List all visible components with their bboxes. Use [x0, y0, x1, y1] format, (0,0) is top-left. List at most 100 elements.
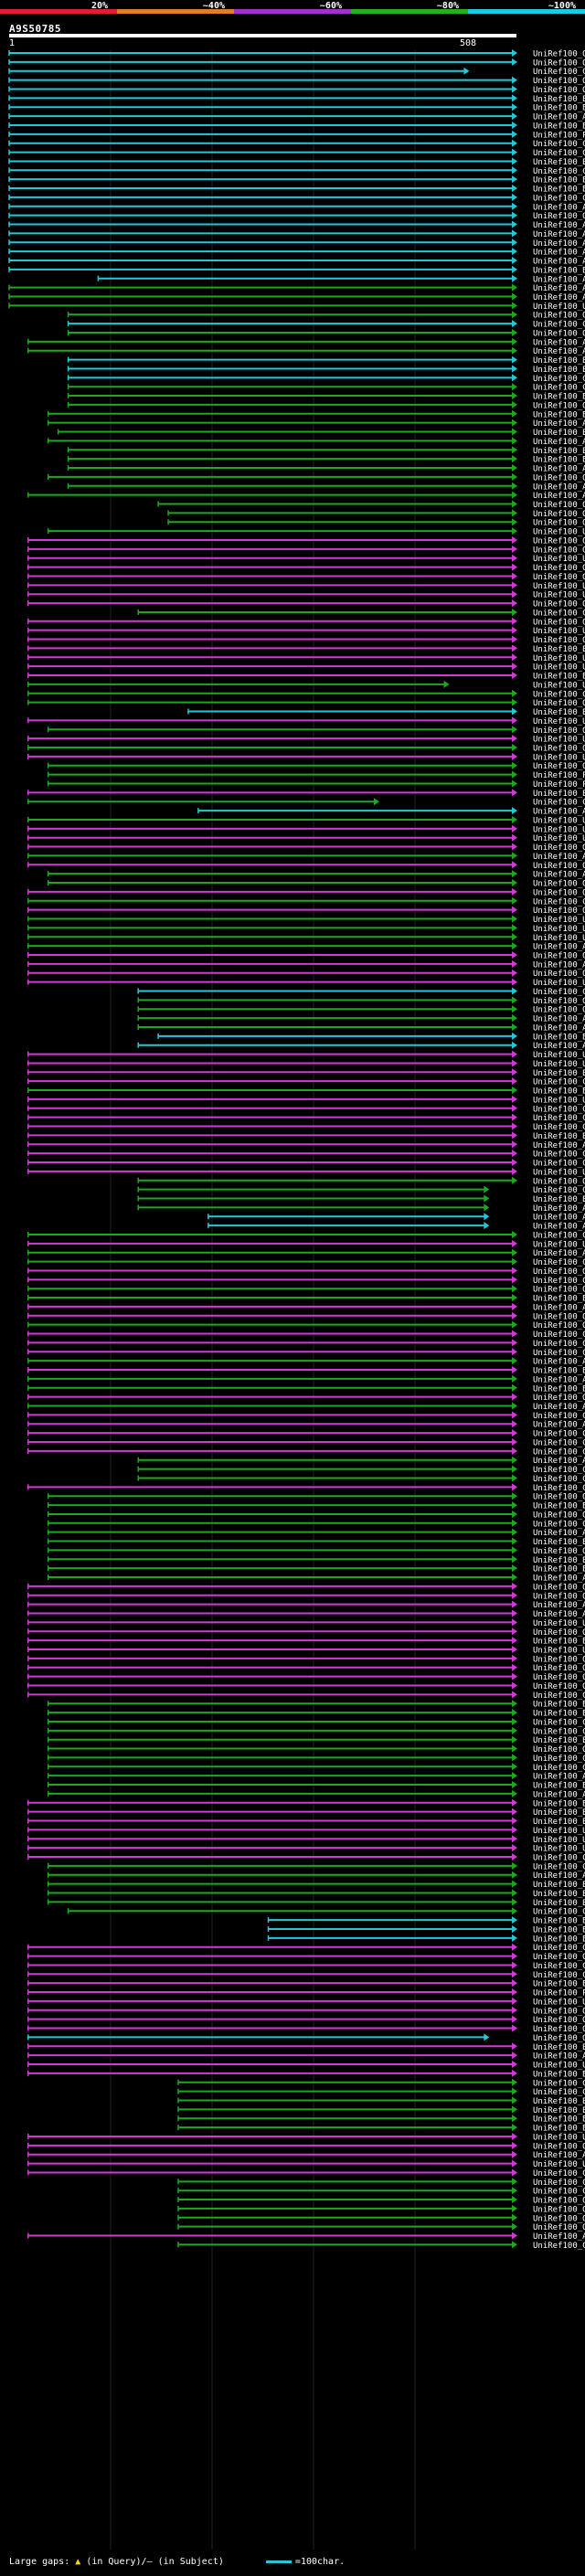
hit-label[interactable]: UniRef100_Q4KT12 [533, 536, 585, 546]
hit-label[interactable]: UniRef100_B3P527 [533, 1538, 585, 1547]
hit-label[interactable]: UniRef100_Q5KU23 [533, 501, 585, 510]
hit-label[interactable]: UniRef100_A8X0P0 [533, 1023, 585, 1033]
hit-label[interactable]: UniRef100_C4Q7K0 [533, 2178, 585, 2188]
hit-label[interactable]: UniRef100_Q567N5 [533, 1394, 585, 1403]
hit-label[interactable]: UniRef100_B7FUY3 [533, 1033, 585, 1042]
hit-label[interactable]: UniRef100_B4GZC4 [533, 1980, 585, 1989]
hit-label[interactable]: UniRef100_C8CLL1 [533, 1438, 585, 1447]
hit-label[interactable]: UniRef100_B2W527 [533, 1295, 585, 1304]
hit-label[interactable]: UniRef100_C4QHE9 [533, 1962, 585, 1971]
hit-label[interactable]: UniRef100_B3RMU2 [533, 447, 585, 456]
hit-label[interactable]: UniRef100_C4R0Y3 [533, 2169, 585, 2178]
hit-label[interactable]: UniRef100_C6TL18 [533, 140, 585, 149]
hit-label[interactable]: UniRef100_B8CBR7 [533, 708, 585, 717]
hit-label[interactable]: UniRef100_Q8TBK5 [533, 618, 585, 627]
hit-label[interactable]: UniRef100_UP1000.. [533, 753, 585, 762]
hit-label[interactable]: UniRef100_C4N1A4 [533, 1971, 585, 1980]
hit-label[interactable]: UniRef100_B0LVP5 [533, 1808, 585, 1818]
hit-label[interactable]: UniRef100_B2AM93 [533, 1367, 585, 1376]
hit-label[interactable]: UniRef100_A8E669 [533, 1601, 585, 1610]
hit-label[interactable]: UniRef100_P47911 [533, 771, 585, 780]
hit-label[interactable]: UniRef100_UP1000.. [533, 1845, 585, 1854]
hit-label[interactable]: UniRef100_B7R160 [533, 1087, 585, 1097]
hit-label[interactable]: UniRef100_Q8U6E7 [533, 744, 585, 753]
hit-label[interactable]: UniRef100_UP1000.. [533, 663, 585, 673]
hit-label[interactable]: UniRef100_A6RWN6 [533, 1610, 585, 1619]
hit-label[interactable]: UniRef100_A0DPT2 [533, 1214, 585, 1223]
hit-label[interactable]: UniRef100_A1DZW6 [533, 1574, 585, 1584]
hit-label[interactable]: UniRef100_Q6FXH8 [533, 726, 585, 736]
hit-label[interactable]: UniRef100_A8MP90 [533, 419, 585, 429]
hit-label[interactable]: UniRef100_C8CLL4 [533, 1340, 585, 1349]
hit-label[interactable]: UniRef100_C1MV10 [533, 897, 585, 906]
hit-label[interactable]: UniRef100_A6C0W2 [533, 1871, 585, 1881]
hit-label[interactable]: UniRef100_Q7YU93 [533, 1745, 585, 1754]
hit-label[interactable]: UniRef100_B5W792 [533, 1132, 585, 1141]
hit-label[interactable]: UniRef100_A6ZG36 [533, 943, 585, 952]
hit-label[interactable]: UniRef100_A7PVT5 [533, 203, 585, 212]
hit-label[interactable]: UniRef100_C8VT28 [533, 1186, 585, 1195]
hit-label[interactable]: UniRef100_Q5Y212 [533, 888, 585, 897]
hit-label[interactable]: UniRef100_A6N2V1 [533, 239, 585, 249]
hit-label[interactable]: UniRef100_A7TMB0 [533, 808, 585, 817]
hit-label[interactable]: UniRef100_Q59HN3 [533, 2016, 585, 2025]
hit-label[interactable]: UniRef100_B4K7V4 [533, 1736, 585, 1745]
hit-label[interactable]: UniRef100_Q01IK4 [533, 312, 585, 321]
hit-label[interactable]: UniRef100_Q6DJF7 [533, 843, 585, 853]
hit-label[interactable]: UniRef100_Q5AQG3 [533, 2007, 585, 2016]
hit-label[interactable]: UniRef100_B9N1L7 [533, 122, 585, 131]
hit-label[interactable]: UniRef100_C5XZF9 [533, 194, 585, 203]
hit-label[interactable]: UniRef100_B6HHM5 [533, 1638, 585, 1647]
hit-label[interactable]: UniRef100_Q7QLK5 [533, 1655, 585, 1664]
hit-label[interactable]: UniRef100_B8ZQH5 [533, 1384, 585, 1394]
hit-label[interactable]: UniRef100_A9SYY4 [533, 347, 585, 356]
hit-label[interactable]: UniRef100_A9PGM3 [533, 113, 585, 122]
hit-label[interactable]: UniRef100_A6CI41 [533, 1204, 585, 1214]
hit-label[interactable]: UniRef100_Q7UP14 [533, 762, 585, 771]
hit-label[interactable]: UniRef100_C8CLM2 [533, 1078, 585, 1087]
hit-label[interactable]: UniRef100_UP1000.. [533, 654, 585, 663]
hit-label[interactable]: UniRef100_Q5NGH8 [533, 473, 585, 482]
hit-label[interactable]: UniRef100_C4M9F8 [533, 2079, 585, 2088]
hit-label[interactable]: UniRef100_UP1000.. [533, 979, 585, 988]
hit-label[interactable]: UniRef100_C4LYF8 [533, 2088, 585, 2097]
hit-label[interactable]: UniRef100_Q6CWE7 [533, 970, 585, 979]
hit-label[interactable]: UniRef100_UP1000.. [533, 717, 585, 726]
hit-label[interactable]: UniRef100_B6P336 [533, 429, 585, 438]
hit-label[interactable]: UniRef100_Q4PC87 [533, 519, 585, 528]
hit-label[interactable]: UniRef100_UP1000.. [533, 1240, 585, 1249]
hit-label[interactable]: UniRef100_Q4S0T9 [533, 1267, 585, 1277]
hit-label[interactable]: UniRef100_C6SWC7 [533, 149, 585, 158]
hit-label[interactable]: UniRef100_P47991 [533, 1989, 585, 1998]
hit-label[interactable]: UniRef100_Q58DQ3 [533, 573, 585, 582]
hit-label[interactable]: UniRef100_B6K4V2 [533, 1890, 585, 1899]
hit-label[interactable]: UniRef100_B4TJX8 [533, 1701, 585, 1710]
hit-label[interactable]: UniRef100_UP1000.. [533, 1646, 585, 1655]
hit-label[interactable]: UniRef100_Q9FZ76 [533, 50, 585, 59]
hit-label[interactable]: UniRef100_B9FTP1 [533, 393, 585, 402]
hit-label[interactable]: UniRef100_Q8LSW4 [533, 58, 585, 68]
hit-label[interactable]: UniRef100_Q6QMZ4 [533, 600, 585, 610]
hit-label[interactable]: UniRef100_A7E777 [533, 1141, 585, 1150]
hit-label[interactable]: UniRef100_C8CLL0 [533, 1349, 585, 1358]
hit-label[interactable]: UniRef100_B9RHH3 [533, 95, 585, 104]
hit-label[interactable]: UniRef100_B0EV28 [533, 2097, 585, 2106]
hit-label[interactable]: UniRef100_Q2GIP1 [533, 1953, 585, 1962]
hit-label[interactable]: UniRef100_Q8W171 [533, 2223, 585, 2232]
hit-label[interactable]: UniRef100_UP1000.. [533, 681, 585, 690]
hit-label[interactable]: UniRef100_A7TNQ2 [533, 871, 585, 880]
hit-label[interactable]: UniRef100_C5JD05 [533, 1718, 585, 1727]
hit-label[interactable]: UniRef100_C8CLM6 [533, 1412, 585, 1421]
hit-label[interactable]: UniRef100_C8CLM3 [533, 1754, 585, 1764]
hit-label[interactable]: UniRef100_B9GP31 [533, 158, 585, 167]
hit-label[interactable]: UniRef100_B6MSZ7 [533, 645, 585, 654]
hit-label[interactable]: UniRef100_A9S9Y8 [533, 284, 585, 293]
hit-label[interactable]: UniRef100_A6N2I5 [533, 249, 585, 258]
hit-label[interactable]: UniRef100_C8CLL8 [533, 1277, 585, 1286]
hit-label[interactable]: UniRef100_C8CLK9 [533, 1908, 585, 1917]
hit-label[interactable]: UniRef100_UP1000.. [533, 834, 585, 843]
hit-label[interactable]: UniRef100_UP1000.. [533, 2133, 585, 2142]
hit-label[interactable]: UniRef100_B4M101 [533, 1502, 585, 1511]
hit-label[interactable]: UniRef100_UP1000.. [533, 1051, 585, 1060]
hit-label[interactable]: UniRef100_B4NAI0 [533, 1935, 585, 1944]
